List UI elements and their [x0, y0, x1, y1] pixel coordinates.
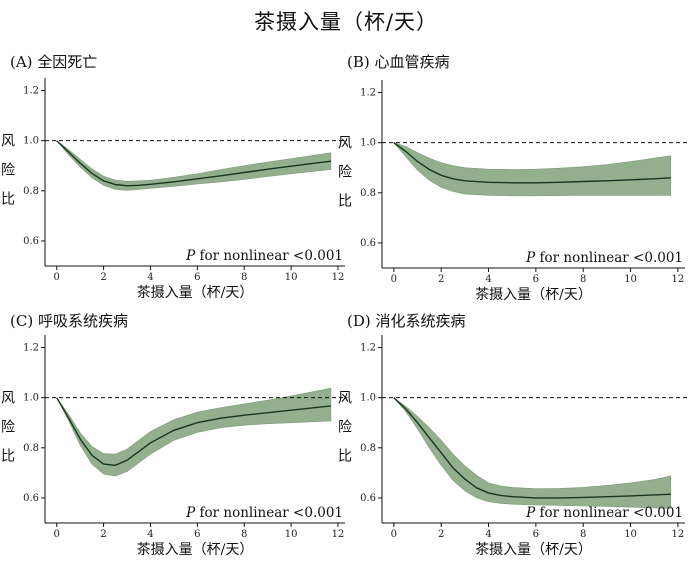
hr-line — [56, 397, 331, 467]
confidence-band — [56, 140, 332, 191]
y-axis-label-char: 比 — [338, 449, 352, 465]
y-tick-label: 0.8 — [360, 188, 376, 199]
x-tick-label: 6 — [533, 529, 539, 540]
y-tick-label: 1.2 — [23, 343, 39, 354]
panel-title: (A) 全因死亡 — [10, 53, 97, 71]
y-tick-label: 1.0 — [360, 138, 376, 149]
x-tick-label: 8 — [580, 274, 586, 285]
annotation-italic: P — [525, 250, 536, 266]
x-axis-label: 茶摄入量（杯/天） — [475, 287, 592, 303]
x-tick-label: 6 — [194, 272, 200, 283]
y-axis-label-char: 风 — [1, 391, 15, 407]
annotation-text: for nonlinear <0.001 — [535, 505, 683, 521]
x-tick-label: 10 — [285, 272, 298, 283]
x-tick-label: 6 — [194, 529, 200, 540]
annotation-italic: P — [185, 248, 196, 264]
panel-2: (B) 心血管疾病 0.6 0.8 1.0 1.2 0 2 4 6 8 10 12 风险比茶摄入量（杯/… — [338, 53, 687, 303]
y-tick-label: 1.2 — [360, 343, 376, 354]
x-axis-label: 茶摄入量（杯/天） — [137, 285, 254, 301]
x-tick-label: 4 — [147, 272, 153, 283]
y-axis-label: 风险比 — [1, 134, 15, 208]
hr-line — [56, 140, 331, 187]
panel-title: (D) 消化系统疾病 — [347, 312, 466, 330]
x-tick-label: 10 — [624, 274, 637, 285]
y-tick-label: 0.6 — [360, 493, 376, 504]
p-nonlinear-annotation: P for nonlinear <0.001 — [525, 505, 683, 521]
y-axis-label: 风险比 — [338, 136, 352, 210]
x-tick-label: 8 — [241, 529, 247, 540]
x-tick-label: 4 — [485, 274, 491, 285]
x-tick-label: 12 — [672, 529, 685, 540]
panel-1: (A) 全因死亡 0.6 0.8 1.0 1.2 0 2 4 6 8 10 12 风险比茶摄入量（杯/天… — [1, 53, 347, 301]
y-axis-label: 风险比 — [1, 391, 15, 465]
x-tick-label: 10 — [624, 529, 637, 540]
y-tick-label: 1.0 — [23, 136, 39, 147]
panel-title: (B) 心血管疾病 — [347, 53, 450, 71]
annotation-text: for nonlinear <0.001 — [195, 248, 343, 264]
x-tick-label: 2 — [438, 529, 444, 540]
x-tick-label: 0 — [391, 274, 397, 285]
hr-line — [393, 142, 671, 184]
hr-line — [393, 397, 671, 499]
y-axis-label-char: 风 — [1, 134, 15, 150]
main-title: 茶摄入量（杯/天） — [253, 10, 439, 34]
y-axis-label-char: 风 — [338, 136, 352, 152]
confidence-band — [56, 387, 332, 477]
x-tick-label: 8 — [580, 529, 586, 540]
y-tick-label: 0.6 — [23, 236, 39, 247]
x-tick-label: 8 — [241, 272, 247, 283]
y-axis-label-char: 比 — [1, 192, 15, 208]
y-tick-label: 1.0 — [360, 393, 376, 404]
x-axis-label: 茶摄入量（杯/天） — [137, 542, 254, 558]
y-axis-label-char: 险 — [1, 163, 15, 179]
annotation-italic: P — [185, 505, 196, 521]
y-axis-label-char: 风 — [338, 391, 352, 407]
x-tick-label: 0 — [54, 529, 60, 540]
x-tick-label: 12 — [332, 529, 345, 540]
confidence-band — [392, 142, 672, 197]
p-nonlinear-annotation: P for nonlinear <0.001 — [525, 250, 683, 266]
x-tick-label: 0 — [54, 272, 60, 283]
y-axis-label: 风险比 — [338, 391, 352, 465]
y-axis-label-char: 比 — [338, 194, 352, 210]
x-tick-label: 10 — [285, 529, 298, 540]
panel-title: (C) 呼吸系统疾病 — [10, 312, 128, 330]
y-axis-label-char: 险 — [338, 420, 352, 436]
y-tick-label: 0.6 — [23, 493, 39, 504]
x-tick-label: 12 — [332, 272, 345, 283]
x-tick-label: 2 — [100, 272, 106, 283]
x-tick-label: 2 — [100, 529, 106, 540]
annotation-text: for nonlinear <0.001 — [195, 505, 343, 521]
panel-3: (C) 呼吸系统疾病 0.6 0.8 1.0 1.2 0 2 4 6 8 10 12 风险比茶摄入量（杯… — [1, 312, 347, 558]
y-tick-label: 0.8 — [360, 443, 376, 454]
annotation-text: for nonlinear <0.001 — [535, 250, 683, 266]
x-tick-label: 4 — [485, 529, 491, 540]
p-nonlinear-annotation: P for nonlinear <0.001 — [185, 505, 343, 521]
panel-4: (D) 消化系统疾病 0.6 0.8 1.0 1.2 0 2 4 6 8 10 12 风险比茶摄入量（杯… — [338, 312, 687, 558]
x-tick-label: 2 — [438, 274, 444, 285]
x-tick-label: 12 — [672, 274, 685, 285]
y-tick-label: 1.2 — [360, 88, 376, 99]
confidence-band — [393, 397, 672, 509]
x-tick-label: 0 — [391, 529, 397, 540]
y-axis-label-char: 险 — [338, 165, 352, 181]
y-tick-label: 0.8 — [23, 443, 39, 454]
y-tick-label: 0.6 — [360, 238, 376, 249]
y-tick-label: 1.2 — [23, 86, 39, 97]
x-tick-label: 4 — [147, 529, 153, 540]
p-nonlinear-annotation: P for nonlinear <0.001 — [185, 248, 343, 264]
y-axis-label-char: 险 — [1, 420, 15, 436]
x-axis-label: 茶摄入量（杯/天） — [475, 542, 592, 558]
y-tick-label: 1.0 — [23, 393, 39, 404]
annotation-italic: P — [525, 505, 536, 521]
y-tick-label: 0.8 — [23, 186, 39, 197]
y-axis-label-char: 比 — [1, 449, 15, 465]
x-tick-label: 6 — [533, 274, 539, 285]
